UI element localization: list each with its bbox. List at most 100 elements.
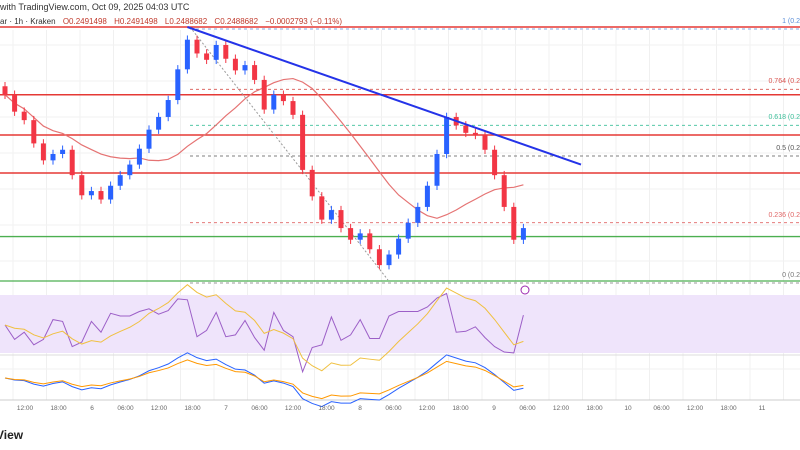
time-axis-tick: 12:00 bbox=[686, 405, 704, 412]
candle-up bbox=[328, 210, 334, 220]
candle-up bbox=[117, 175, 123, 186]
time-axis-tick: 18:00 bbox=[50, 405, 67, 412]
macd-line bbox=[4, 352, 524, 408]
candle-down bbox=[31, 120, 37, 144]
candle-up bbox=[271, 94, 277, 110]
candle-up bbox=[405, 222, 411, 239]
time-axis-tick: 10 bbox=[624, 405, 632, 412]
candle-down bbox=[280, 94, 286, 102]
candle-down bbox=[252, 65, 258, 80]
candle-down bbox=[482, 134, 488, 150]
candle-down bbox=[472, 132, 478, 135]
candle-down bbox=[12, 94, 18, 112]
candle-down bbox=[376, 249, 382, 266]
time-axis-tick: 06:00 bbox=[251, 405, 268, 412]
macd-signal-line bbox=[4, 359, 524, 400]
time-axis-tick: 12:00 bbox=[552, 405, 570, 412]
candle-down bbox=[79, 175, 85, 196]
fib-anchor-line bbox=[189, 26, 389, 281]
time-axis-tick: 8 bbox=[358, 405, 362, 412]
time-axis-tick: 06:00 bbox=[117, 405, 134, 412]
trend-line bbox=[187, 26, 582, 166]
time-axis-tick: 06:00 bbox=[385, 405, 402, 412]
time-axis-tick: 06:00 bbox=[519, 405, 536, 412]
fib-label: 0 (0.2 bbox=[782, 272, 800, 279]
publish-info: with TradingView.com, Oct 09, 2025 04:03… bbox=[0, 2, 190, 12]
candle-up bbox=[213, 44, 219, 60]
fib-label: 0.236 (0.2 bbox=[768, 211, 800, 219]
price-chart[interactable] bbox=[0, 0, 800, 420]
rsi-band bbox=[0, 295, 800, 353]
candle-up bbox=[520, 228, 526, 240]
candle-down bbox=[309, 169, 315, 197]
candle-up bbox=[386, 254, 392, 266]
candle-down bbox=[204, 53, 210, 60]
candle-down bbox=[501, 175, 507, 207]
low-value: L0.2488682 bbox=[164, 17, 208, 26]
candle-down bbox=[194, 39, 200, 54]
time-axis-tick: 06:00 bbox=[653, 405, 670, 412]
time-axis-tick: 12:00 bbox=[150, 405, 168, 412]
ohlc-legend: ar · 1h · Kraken O0.2491498 H0.2491498 L… bbox=[0, 17, 347, 26]
candle-up bbox=[424, 185, 430, 207]
candle-up bbox=[242, 65, 248, 71]
candle-down bbox=[98, 191, 104, 200]
candle-up bbox=[434, 154, 440, 186]
candle-up bbox=[415, 206, 421, 223]
candle-down bbox=[319, 196, 325, 220]
candle-up bbox=[136, 148, 142, 165]
time-axis-tick: 18:00 bbox=[720, 405, 737, 412]
candle-up bbox=[396, 238, 402, 255]
alert-marker-icon bbox=[520, 285, 530, 295]
candle-down bbox=[300, 114, 306, 170]
time-axis-tick: 18:00 bbox=[586, 405, 603, 412]
time-axis-tick: 18:00 bbox=[318, 405, 335, 412]
time-axis-tick: 9 bbox=[492, 405, 496, 412]
candle-up bbox=[60, 149, 66, 154]
candle-down bbox=[2, 86, 8, 95]
brand-logo-text: View bbox=[0, 428, 24, 442]
candle-down bbox=[492, 149, 498, 176]
rsi-signal-line bbox=[4, 284, 524, 372]
candle-down bbox=[463, 125, 469, 133]
time-axis-tick: 11 bbox=[758, 405, 766, 412]
time-axis-tick: 12:00 bbox=[16, 405, 34, 412]
open-value: O0.2491498 bbox=[62, 17, 107, 26]
candle-up bbox=[444, 116, 450, 154]
candle-up bbox=[127, 164, 133, 176]
close-value: C0.2488682 bbox=[214, 17, 259, 26]
time-axis-tick: 12:00 bbox=[284, 405, 302, 412]
time-axis-tick: 18:00 bbox=[452, 405, 469, 412]
fib-label: 0.5 (0.2 bbox=[776, 145, 800, 152]
candle-up bbox=[88, 191, 94, 196]
candle-down bbox=[40, 143, 46, 161]
candle-up bbox=[156, 116, 162, 130]
fib-label: 0.764 (0.2 bbox=[768, 78, 800, 86]
symbol-label[interactable]: ar · 1h · Kraken bbox=[0, 17, 56, 26]
candle-down bbox=[21, 111, 27, 121]
candle-up bbox=[146, 129, 152, 149]
candle-up bbox=[175, 69, 181, 101]
candle-down bbox=[511, 206, 517, 240]
time-axis-tick: 7 bbox=[224, 405, 228, 412]
candle-down bbox=[69, 149, 75, 176]
candle-down bbox=[232, 58, 238, 71]
high-value: H0.2491498 bbox=[114, 17, 158, 26]
candle-up bbox=[184, 39, 190, 70]
candle-down bbox=[348, 228, 354, 240]
candle-up bbox=[108, 185, 114, 200]
candle-down bbox=[223, 44, 229, 59]
time-axis-tick: 12:00 bbox=[418, 405, 436, 412]
candle-up bbox=[165, 100, 171, 117]
candle-down bbox=[290, 101, 296, 115]
candle-down bbox=[367, 233, 373, 250]
candle-up bbox=[50, 154, 56, 161]
time-axis-tick: 6 bbox=[90, 405, 94, 412]
candle-down bbox=[261, 79, 267, 110]
time-axis-tick: 18:00 bbox=[184, 405, 201, 412]
candle-up bbox=[357, 233, 363, 240]
change-value: −0.0002793 (−0.11%) bbox=[265, 17, 343, 26]
fib-label: 1 (0.2 bbox=[782, 18, 800, 25]
rsi-line bbox=[4, 292, 524, 374]
fib-label: 0.618 (0.2 bbox=[768, 114, 800, 122]
